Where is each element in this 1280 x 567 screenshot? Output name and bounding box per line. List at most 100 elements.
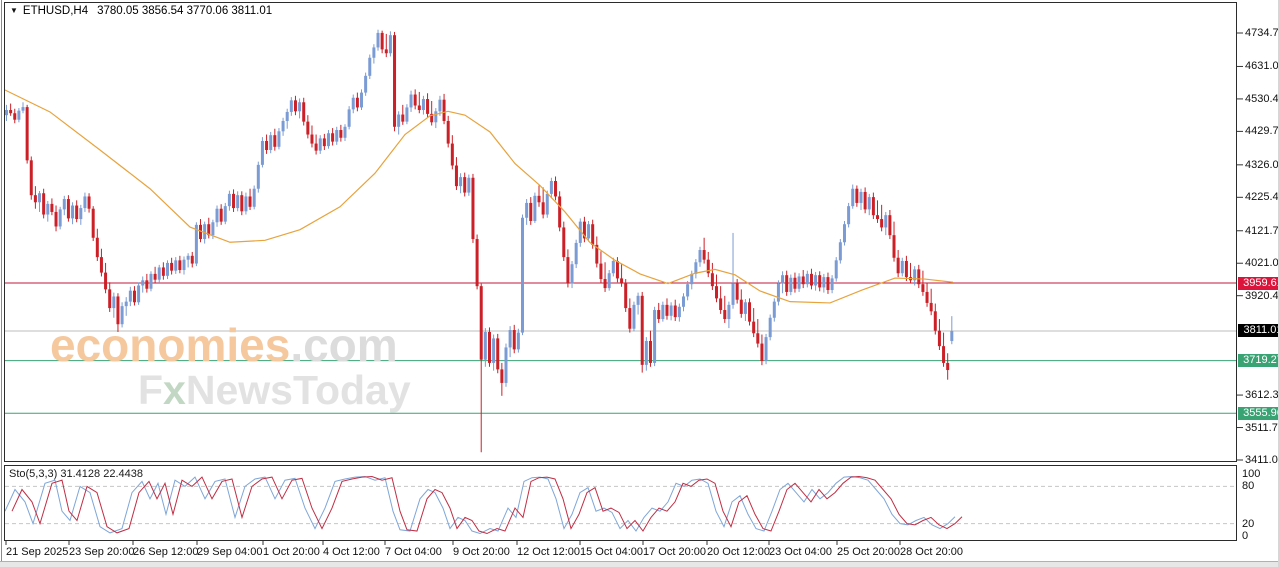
candle-body bbox=[504, 347, 508, 383]
candle-body bbox=[847, 206, 851, 225]
candle-body bbox=[603, 279, 607, 289]
price-axis-label: 3920.40 bbox=[1245, 289, 1280, 302]
candle-body bbox=[867, 197, 871, 210]
candle-body bbox=[446, 120, 450, 144]
candle-body bbox=[752, 321, 756, 334]
candle-body bbox=[822, 277, 826, 288]
candle-body bbox=[871, 197, 875, 216]
candle-body bbox=[719, 298, 723, 311]
candle-body bbox=[669, 305, 673, 316]
candle-body bbox=[541, 202, 545, 215]
candle-body bbox=[232, 193, 236, 209]
candle-body bbox=[562, 227, 566, 258]
candle-body bbox=[950, 330, 954, 341]
candle-body bbox=[677, 306, 681, 318]
candle-body bbox=[137, 285, 141, 303]
candle-body bbox=[21, 107, 25, 111]
time-axis-label: 26 Sep 12:00 bbox=[133, 546, 199, 558]
candle-body bbox=[153, 273, 157, 280]
candle-body bbox=[467, 177, 471, 193]
candle-body bbox=[558, 196, 562, 228]
candle-body bbox=[360, 92, 364, 108]
stochastic-axis-label: 100 bbox=[1242, 468, 1261, 480]
price-axis-label: 3511.70 bbox=[1245, 421, 1280, 434]
candle-body bbox=[698, 250, 702, 263]
candle-body bbox=[211, 222, 215, 236]
candle-body bbox=[842, 224, 846, 243]
watermark-tagline: FxNewsToday bbox=[138, 370, 411, 411]
candle-body bbox=[124, 301, 128, 307]
candle-body bbox=[38, 193, 42, 203]
candle-body bbox=[756, 333, 760, 344]
candle-body bbox=[574, 242, 578, 265]
candle-body bbox=[587, 224, 591, 239]
candle-body bbox=[194, 224, 198, 264]
candle-body bbox=[384, 49, 388, 54]
symbol-dropdown-icon[interactable]: ▼ bbox=[10, 6, 18, 15]
candle-body bbox=[620, 278, 624, 284]
candle-body bbox=[388, 35, 392, 54]
candle-body bbox=[537, 195, 541, 203]
candle-body bbox=[298, 102, 302, 112]
candle-body bbox=[99, 257, 103, 273]
candle-body bbox=[145, 280, 149, 289]
candle-body bbox=[277, 131, 281, 147]
candle-body bbox=[421, 99, 425, 111]
candle-body bbox=[281, 120, 285, 132]
candle-body bbox=[715, 286, 719, 299]
candle-body bbox=[880, 219, 884, 228]
candle-body bbox=[343, 126, 347, 138]
price-axis-label: 4326.05 bbox=[1245, 158, 1280, 171]
candle-body bbox=[582, 221, 586, 239]
symbol-header: ▼ ETHUSD,H4 3780.05 3856.54 3770.06 3811… bbox=[10, 5, 272, 17]
candle-body bbox=[112, 296, 116, 309]
candle-body bbox=[83, 196, 87, 209]
stochastic-d-line bbox=[11, 475, 963, 535]
candle-body bbox=[851, 188, 855, 207]
candle-body bbox=[265, 140, 269, 151]
candle-body bbox=[170, 262, 174, 271]
candle-body bbox=[487, 331, 491, 363]
candle-body bbox=[335, 130, 339, 142]
candle-body bbox=[884, 215, 888, 228]
candle-body bbox=[888, 215, 892, 236]
candle-body bbox=[141, 280, 145, 286]
candle-body bbox=[516, 332, 520, 350]
candle-body bbox=[830, 278, 834, 291]
price-axis-label: 4429.75 bbox=[1245, 125, 1280, 138]
candle-body bbox=[690, 273, 694, 285]
stochastic-axis-label: 20 bbox=[1242, 517, 1255, 530]
candle-body bbox=[314, 143, 318, 151]
time-axis-label: 15 Oct 04:00 bbox=[580, 546, 643, 558]
price-axis-label: 4530.40 bbox=[1245, 92, 1280, 105]
candle-body bbox=[661, 304, 665, 320]
candle-body bbox=[921, 284, 925, 292]
candle-body bbox=[426, 99, 430, 114]
candle-body bbox=[289, 100, 293, 112]
candle-body bbox=[632, 304, 636, 329]
candle-body bbox=[322, 138, 326, 147]
candle-body bbox=[310, 134, 314, 144]
candle-body bbox=[95, 237, 99, 258]
candle-body bbox=[256, 164, 260, 189]
candle-body bbox=[331, 133, 335, 142]
candle-body bbox=[413, 94, 417, 106]
watermark-tagline-rest: NewsToday bbox=[185, 367, 411, 413]
price-axis-label: 4121.70 bbox=[1245, 224, 1280, 237]
symbol-timeframe-label: ETHUSD,H4 bbox=[22, 5, 89, 17]
stochastic-label: Sto(5,3,3) 31.4128 22.4438 bbox=[9, 468, 143, 480]
candle-body bbox=[896, 257, 900, 274]
price-axis-label: 3411.05 bbox=[1245, 454, 1280, 466]
candle-body bbox=[393, 35, 397, 127]
candle-body bbox=[116, 296, 120, 325]
candle-body bbox=[929, 302, 933, 312]
candle-body bbox=[5, 110, 8, 116]
candle-body bbox=[434, 111, 438, 123]
candle-body bbox=[739, 299, 743, 314]
candle-body bbox=[75, 205, 79, 220]
candle-body bbox=[789, 277, 793, 292]
candle-body bbox=[925, 291, 929, 303]
watermark-tagline-x: x bbox=[163, 367, 186, 413]
candle-body bbox=[219, 208, 223, 222]
